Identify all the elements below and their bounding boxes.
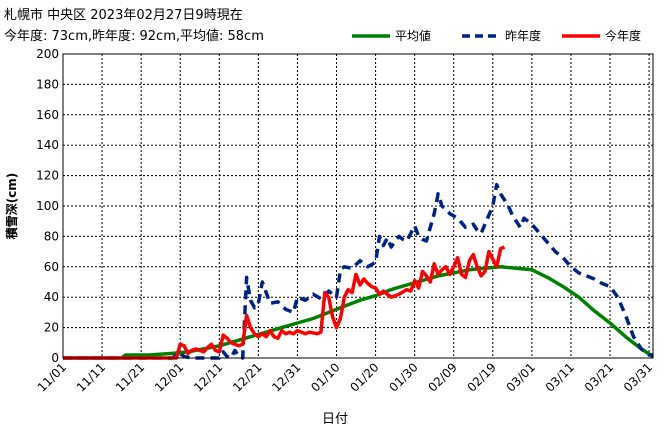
x-tick-label: 12/01	[152, 360, 186, 394]
x-tick-label: 11/01	[35, 360, 69, 394]
legend: 平均値 : 昨年度 今年度	[352, 28, 641, 43]
y-tick-label: 80	[44, 229, 59, 243]
chart-summary: 今年度: 73cm,昨年度: 92cm,平均値: 58cm	[4, 28, 264, 44]
x-tick-label: 02/09	[425, 360, 459, 394]
x-tick-label: 03/01	[504, 360, 538, 394]
series-this-year-line	[63, 245, 506, 360]
y-tick-label: 200	[36, 47, 59, 61]
legend-label-this-year: 今年度	[605, 28, 641, 43]
x-tick-label: 12/31	[269, 360, 303, 394]
y-tick-label: 120	[36, 169, 59, 183]
y-tick-label: 100	[36, 199, 59, 213]
legend-label-last-year: 昨年度	[505, 28, 541, 43]
y-tick-label: 140	[36, 138, 59, 152]
x-tick-label: 03/11	[543, 360, 577, 394]
x-tick-label: 01/20	[347, 360, 381, 394]
x-tick-label: 03/21	[582, 360, 616, 394]
x-tick-label: 12/11	[191, 360, 225, 394]
y-tick-label: 180	[36, 77, 59, 91]
x-tick-label: 01/10	[308, 360, 342, 394]
y-tick-label: 40	[44, 290, 59, 304]
y-axis-label: 積雪深(cm)	[4, 173, 19, 241]
x-tick-label: 03/31	[621, 360, 655, 394]
series-last-year-line	[63, 182, 653, 360]
x-axis-label: 日付	[322, 412, 348, 427]
legend-label-average: 平均値	[395, 28, 431, 43]
series-lines	[63, 182, 654, 360]
legend-colon: :	[424, 29, 428, 43]
y-tick-label: 60	[44, 260, 59, 274]
y-tick-label: 0	[51, 351, 59, 365]
y-tick-label: 160	[36, 108, 59, 122]
chart-title: 札幌市 中央区 2023年02月27日9時現在	[4, 7, 243, 23]
x-tick-label: 12/21	[230, 360, 264, 394]
y-tick-label: 20	[44, 321, 59, 335]
x-tick-label: 01/30	[386, 360, 420, 394]
x-tick-labels: 11/01 11/11 11/21 12/01 12/11 12/21 12/31 01/10…	[35, 360, 655, 394]
y-tick-labels: 0 20 40 60 80 100 120 140 160 180 200	[36, 47, 59, 365]
x-tick-label: 02/19	[465, 360, 499, 394]
plot-frame	[62, 53, 654, 359]
grid	[63, 54, 653, 358]
x-tick-label: 11/21	[113, 360, 147, 394]
x-tick-label: 11/11	[74, 360, 108, 394]
